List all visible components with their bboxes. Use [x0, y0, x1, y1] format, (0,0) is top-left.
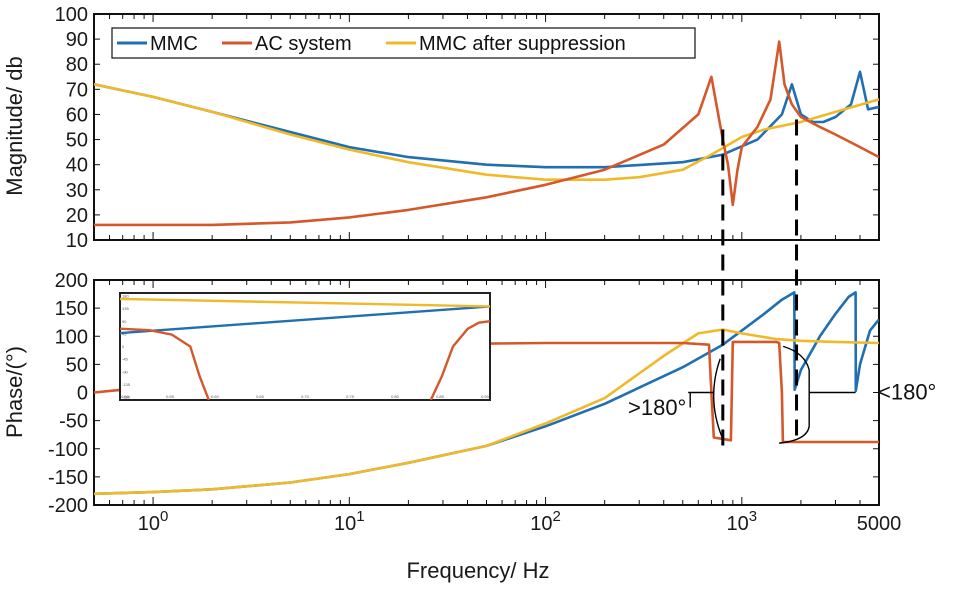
- inset-frame: [119, 292, 491, 401]
- frames: [93, 13, 880, 506]
- inset-series-ac: [120, 327, 210, 400]
- annotation-lt180: <180°: [878, 380, 936, 405]
- magnitude-y-tick-label: 90: [66, 29, 88, 51]
- phase-y-tick-label: 100: [55, 326, 88, 348]
- x-tick-label: 103: [727, 508, 758, 535]
- inset-y-tick-label: -180: [122, 395, 131, 400]
- magnitude-series-after: [94, 83, 879, 181]
- series-lines: [94, 40, 879, 496]
- magnitude-y-tick-label: 80: [66, 54, 88, 76]
- x-tick-label: 101: [334, 508, 365, 535]
- phase-y-tick-label: -50: [59, 411, 88, 433]
- inset-x-tick-label: 0.85: [436, 394, 445, 399]
- bracket-lt180-curve: [779, 345, 810, 444]
- magnitude-series-ac: [94, 40, 879, 227]
- inset-y-tick-label: -135: [122, 382, 131, 387]
- tick-marks: [93, 13, 880, 506]
- x-tick-label: 102: [530, 508, 561, 535]
- legend-label-after: MMC after suppression: [419, 33, 626, 55]
- inset-x-tick-label: 0.90: [481, 394, 490, 399]
- inset-series-mmc: [120, 305, 490, 335]
- phase-y-tick-label: -100: [48, 439, 88, 461]
- phase-y-tick-label: -200: [48, 495, 88, 517]
- magnitude-y-tick-label: 60: [66, 104, 88, 126]
- inset-x-tick-label: 0.55: [166, 394, 175, 399]
- inset-x-tick-label: 0.80: [391, 394, 400, 399]
- x-tick-label: 100: [138, 508, 169, 535]
- inset-y-tick-label: -90: [122, 369, 129, 374]
- inset-y-tick-label: -45: [122, 357, 129, 362]
- inset-y-tick-label: 0: [122, 344, 125, 349]
- phase-y-tick-label: 50: [66, 354, 88, 376]
- magnitude-y-tick-label: 40: [66, 155, 88, 177]
- magnitude-y-tick-label: 100: [55, 4, 88, 26]
- magnitude-y-tick-label: 30: [66, 180, 88, 202]
- inset-series-ac: [429, 320, 490, 400]
- magnitude-y-tick-label: 20: [66, 205, 88, 227]
- phase-y-tick-label: 0: [77, 383, 88, 405]
- x-tick-label: 5000: [857, 513, 902, 535]
- phase-y-tick-label: 200: [55, 270, 88, 292]
- inset-y-tick-label: 90: [122, 319, 127, 324]
- annotations: >180° <180°: [628, 345, 936, 444]
- inset-series-after: [120, 297, 490, 308]
- dashed-markers: [721, 119, 799, 446]
- inset-x-tick-label: 0.50: [121, 394, 130, 399]
- inset-y-tick-label: 180: [122, 294, 129, 299]
- phase-series-after: [94, 328, 879, 496]
- annotation-gt180: >180°: [628, 395, 686, 420]
- tick-labels: 102030405060708090100-200-150-100-500501…: [48, 4, 901, 535]
- magnitude-y-tick-label: 70: [66, 79, 88, 101]
- magnitude-axis-label: Magnitude/ db: [2, 56, 27, 195]
- legend: MMC AC system MMC after suppression: [111, 27, 696, 59]
- inset-y-tick-label: 135: [122, 306, 129, 311]
- inset-x-tick-label: 0.75: [346, 394, 355, 399]
- phase-y-tick-label: 150: [55, 298, 88, 320]
- x-axis-label: Frequency/ Hz: [406, 558, 549, 583]
- phase-y-tick-label: -150: [48, 467, 88, 489]
- legend-label-ac: AC system: [255, 33, 352, 55]
- magnitude-y-tick-label: 10: [66, 230, 88, 252]
- inset-x-tick-label: 0.70: [301, 394, 310, 399]
- legend-label-mmc: MMC: [150, 33, 198, 55]
- inset-x-tick-label: 0.65: [256, 394, 265, 399]
- magnitude-y-tick-label: 50: [66, 130, 88, 152]
- bracket-gt180-curve: [713, 358, 723, 438]
- inset-x-tick-label: 0.60: [211, 394, 220, 399]
- phase-axis-label: Phase/(°): [2, 346, 27, 438]
